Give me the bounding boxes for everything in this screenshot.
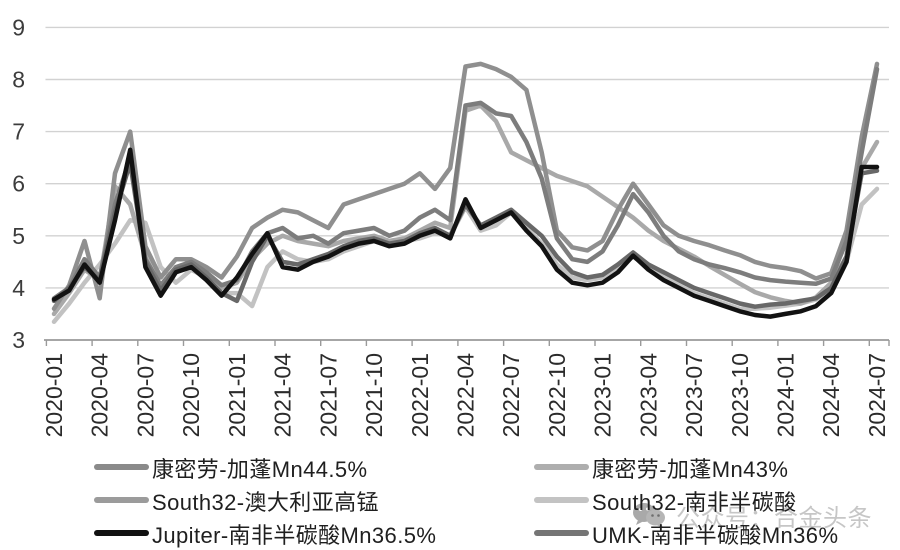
svg-text:9: 9 xyxy=(12,14,25,40)
svg-text:8: 8 xyxy=(12,67,25,93)
svg-text:2021-10: 2021-10 xyxy=(361,353,387,437)
svg-text:2023-01: 2023-01 xyxy=(590,353,616,437)
svg-text:2022-04: 2022-04 xyxy=(453,353,479,438)
svg-text:2022-01: 2022-01 xyxy=(407,353,433,437)
svg-text:2020-01: 2020-01 xyxy=(41,353,67,437)
svg-text:4: 4 xyxy=(12,275,25,301)
svg-text:2024-04: 2024-04 xyxy=(818,353,844,438)
svg-text:2021-01: 2021-01 xyxy=(224,353,250,437)
svg-text:2021-07: 2021-07 xyxy=(315,353,341,437)
svg-text:2021-04: 2021-04 xyxy=(270,353,296,438)
svg-text:7: 7 xyxy=(12,119,25,145)
svg-text:2022-10: 2022-10 xyxy=(544,353,570,437)
svg-text:2024-07: 2024-07 xyxy=(864,353,890,437)
svg-text:2020-10: 2020-10 xyxy=(178,353,204,437)
svg-text:2023-04: 2023-04 xyxy=(635,353,661,438)
svg-text:3: 3 xyxy=(12,327,25,353)
svg-text:2020-04: 2020-04 xyxy=(87,353,113,438)
svg-text:2024-01: 2024-01 xyxy=(773,353,799,437)
svg-text:2023-10: 2023-10 xyxy=(727,353,753,437)
svg-text:2020-07: 2020-07 xyxy=(132,353,158,437)
svg-text:6: 6 xyxy=(12,171,25,197)
svg-text:2023-07: 2023-07 xyxy=(681,353,707,437)
svg-text:5: 5 xyxy=(12,223,25,249)
svg-text:2022-07: 2022-07 xyxy=(498,353,524,437)
